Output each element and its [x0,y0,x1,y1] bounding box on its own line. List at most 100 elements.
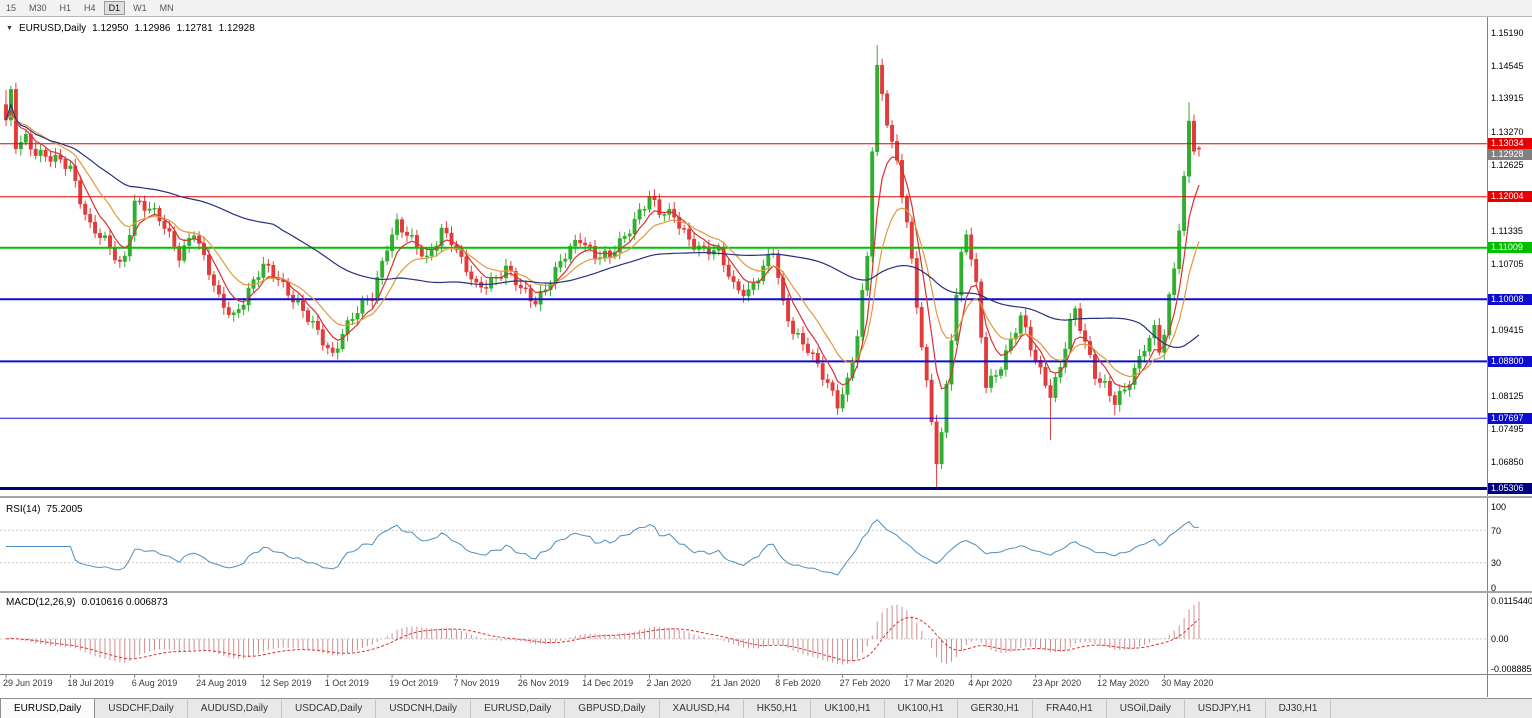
date-axis-label: 14 Dec 2019 [582,678,634,688]
price-axis-label: 1.08125 [1491,391,1524,402]
symbol-tab-6-gbpusd-daily[interactable]: GBPUSD,Daily [565,700,660,718]
symbol-tab-9-uk100-h1[interactable]: UK100,H1 [811,700,885,718]
symbol-tab-2-audusd-daily[interactable]: AUDUSD,Daily [187,700,283,718]
price-axis-label: 1.06850 [1491,456,1524,467]
macd-signal-line [5,616,1200,662]
ma-line-13 [5,114,1200,378]
symbol-tab-8-hk50-h1[interactable]: HK50,H1 [743,700,812,718]
horizontal-levels-layer [0,143,1487,490]
ma-line-6 [5,109,1200,390]
date-axis-label: 4 Apr 2020 [968,678,1012,688]
symbol-tab-5-eurusd-daily[interactable]: EURUSD,Daily [471,700,566,718]
price-axis-label: 1.13270 [1491,126,1524,137]
symbol-tab-10-uk100-h1[interactable]: UK100,H1 [884,700,958,718]
date-axis-label: 8 Feb 2020 [775,678,821,688]
date-axis-label: 1 Oct 2019 [324,678,369,688]
symbol-tab-4-usdcnh-daily[interactable]: USDCNH,Daily [376,700,472,718]
timeframe-button-h1[interactable]: H1 [59,3,72,13]
date-axis-label: 27 Feb 2020 [839,678,891,688]
date-axis-label: 18 Jul 2019 [67,678,114,688]
ma-line-55 [5,102,1200,349]
rsi-axis-label: 100 [1491,501,1507,512]
ohlc-low: 1.12781 [176,23,213,34]
date-axis-label: 19 Oct 2019 [389,678,439,688]
price-chart-canvas[interactable] [0,17,1532,697]
level-price-badge: 1.08800 [1488,355,1532,367]
chart-title-symbol: EURUSD,Daily [18,23,87,34]
timeframe-button-15[interactable]: 15 [6,3,17,13]
symbol-tab-3-usdcad-daily[interactable]: USDCAD,Daily [282,700,377,718]
date-axis-label: 12 Sep 2019 [260,678,312,688]
ohlc-high: 1.12986 [134,23,171,34]
price-badges: 1.13034 1.12928 1.12004 1.11009 1.10008 1.088… [0,17,1532,697]
moving-averages-layer [5,102,1200,390]
macd-axis-label: 0.00 [1491,634,1509,645]
date-axis-label: 30 May 2020 [1161,678,1214,688]
date-axis-label: 7 Nov 2019 [453,678,500,688]
rsi-legend: RSI(14) 75.2005 [6,504,83,515]
price-axis-label: 1.12625 [1491,159,1524,170]
current-price-badge: 1.12928 [1488,149,1532,161]
date-axis-label: 21 Jan 2020 [710,678,761,688]
rsi-line [6,519,1200,576]
symbol-tab-1-usdchf-daily[interactable]: USDCHF,Daily [95,700,188,718]
chart-dropdown-icon: ▼ [6,25,13,32]
rsi-label: RSI(14) [6,504,41,515]
symbol-tab-14-usdjpy-h1[interactable]: USDJPY,H1 [1184,700,1266,718]
level-price-badge: 1.10008 [1488,293,1532,305]
macd-label: MACD(12,26,9) [6,597,76,608]
price-axis-label: 1.07495 [1491,423,1524,434]
pane-separator [0,591,1532,593]
date-axis-label: 26 Nov 2019 [517,678,569,688]
date-axis-label: 23 Apr 2020 [1032,678,1082,688]
symbol-tab-13-usoil-daily[interactable]: USOil,Daily [1106,700,1185,718]
time-scale[interactable]: 29 Jun 2019 18 Jul 2019 6 Aug 2019 24 Aug 2… [0,17,1532,697]
price-axis-label: 1.13915 [1491,93,1524,104]
macd-legend: MACD(12,26,9) 0.010616 0.006873 [6,597,168,608]
ohlc-open: 1.12950 [92,23,129,34]
symbol-tab-bar: EURUSD,Daily USDCHF,Daily AUDUSD,Daily USDC… [0,698,1532,718]
rsi-axis-label: 0 [1491,582,1497,593]
date-axis-label: 24 Aug 2019 [196,678,247,688]
symbol-tab-15-dj30-h1[interactable]: DJ30,H1 [1265,700,1332,718]
symbol-tab-0-eurusd-daily[interactable]: EURUSD,Daily [0,698,96,718]
chart-title: ▼ EURUSD,Daily 1.12950 1.12986 1.12781 1… [6,23,255,34]
symbol-tab-11-ger30-h1[interactable]: GER30,H1 [957,700,1034,718]
symbol-tab-12-fra40-h1[interactable]: FRA40,H1 [1033,700,1107,718]
timeframe-button-h4[interactable]: H4 [84,3,96,13]
level-price-badge: 1.12004 [1488,191,1532,203]
macd-values: 0.010616 0.006873 [81,597,168,608]
macd-axis-label: -0.0088856 [1491,663,1532,674]
level-price-badge: 1.13034 [1488,138,1532,150]
price-axis-label: 1.15190 [1491,27,1524,38]
symbol-tab-7-xauusd-h4[interactable]: XAUUSD,H4 [659,700,744,718]
macd-axis-label: 0.0115440 [1491,595,1532,606]
price-axis-label: 1.11335 [1491,226,1523,237]
timeframe-button-w1[interactable]: W1 [133,3,147,13]
price-axis-label: 1.10705 [1491,258,1524,269]
rsi-value: 75.2005 [46,504,83,515]
price-axis-label: 1.14545 [1491,61,1524,71]
date-axis-label: 29 Jun 2019 [3,678,53,688]
rsi-axis-label: 30 [1491,558,1502,569]
price-scale[interactable]: 1.15190 1.14545 1.13915 1.13270 1.12625 1.113… [0,17,1532,697]
ohlc-close: 1.12928 [218,23,255,34]
rsi-layer [0,519,1487,576]
price-axis-label: 1.09415 [1491,324,1524,335]
macd-layer [0,601,1487,665]
date-axis-label: 6 Aug 2019 [131,678,178,688]
level-price-badge: 1.07697 [1488,412,1532,424]
timeframe-button-m30[interactable]: M30 [29,3,47,13]
date-axis-label: 12 May 2020 [1097,678,1150,688]
level-price-badge: 1.05306 [1488,483,1532,494]
date-axis-label: 17 Mar 2020 [903,678,955,688]
chart-area: ▼ EURUSD,Daily 1.12950 1.12986 1.12781 1… [0,17,1532,697]
date-axis-label: 2 Jan 2020 [646,678,692,688]
timeframe-button-d1[interactable]: D1 [103,1,126,15]
rsi-axis-label: 70 [1491,525,1502,536]
pane-separator [0,496,1532,498]
level-price-badge: 1.11009 [1488,242,1532,254]
timeframe-toolbar: 15 M30 H1 H4 D1 W1 MN [0,0,1532,17]
timeframe-button-mn[interactable]: MN [159,3,174,13]
